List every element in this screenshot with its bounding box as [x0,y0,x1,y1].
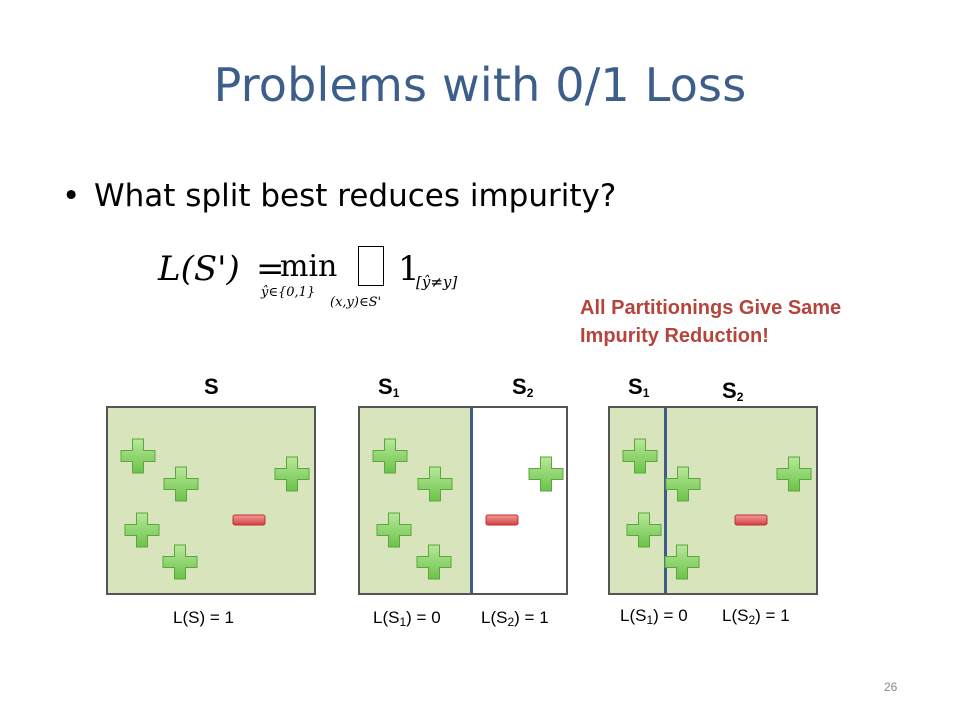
plus-sign-icon [776,456,812,492]
formula-min: min [280,249,338,284]
plus-sign-icon [622,438,658,474]
plus-sign-icon [120,438,156,474]
plus-sign-icon [124,512,160,548]
plus-sign-icon [528,456,564,492]
slide-title: Problems with 0/1 Loss [213,58,747,112]
bullet-dot-icon: • [62,178,81,214]
panel-2-box [358,406,568,595]
panel-3-loss-s1: L(S1) = 0 [620,606,688,627]
plus-sign-icon [162,544,198,580]
bullet-item: • What split best reduces impurity? [62,178,616,214]
panel-2-loss-s1: L(S1) = 0 [373,608,441,629]
page-number: 26 [884,680,898,694]
formula-sum-subscript: (x,y)∈S' [330,295,382,310]
panel-2-loss-s2: L(S2) = 1 [481,608,549,629]
panel-3-box [608,406,818,595]
panel-1-box [106,406,316,595]
panel-1-loss: L(S) = 1 [173,608,234,627]
formula-indicator-condition: [ŷ≠y] [416,273,458,291]
minus-sign-icon [485,514,519,526]
formula-min-subscript: ŷ∈{0,1} [261,285,316,300]
plus-sign-icon [376,512,412,548]
note-line-1: All Partitionings Give Same [580,297,842,319]
loss-formula: L(S') = min ŷ∈{0,1} (x,y)∈S' 1 [ŷ≠y] [158,245,488,320]
note-line-2: Impurity Reduction! [580,325,769,347]
plus-sign-icon [274,456,310,492]
formula-lhs: L(S') [158,249,240,289]
plus-sign-icon [163,466,199,502]
formula-sum-placeholder [358,246,384,286]
plus-sign-icon [664,544,700,580]
panel-1-label-s: S [204,374,219,399]
plus-sign-icon [372,438,408,474]
minus-sign-icon [734,514,768,526]
panel-2-divider [470,408,473,593]
plus-sign-icon [626,512,662,548]
plus-sign-icon [416,544,452,580]
minus-sign-icon [232,514,266,526]
plus-sign-icon [665,466,701,502]
plus-sign-icon [417,466,453,502]
bullet-text: What split best reduces impurity? [94,178,617,214]
panel-2-right-region [471,408,566,593]
panel-3-label-s1: S1 [628,374,650,400]
panel-2-label-s1: S1 [378,374,400,400]
impurity-note: All Partitionings Give Same Impurity Red… [580,294,900,350]
panel-3-loss-s2: L(S2) = 1 [722,606,790,627]
panel-3-label-s2: S2 [722,378,744,404]
panel-2-label-s2: S2 [512,374,534,400]
formula-equals: = [256,249,285,289]
formula-indicator-one: 1 [398,249,420,289]
panel-3-divider [664,408,667,593]
